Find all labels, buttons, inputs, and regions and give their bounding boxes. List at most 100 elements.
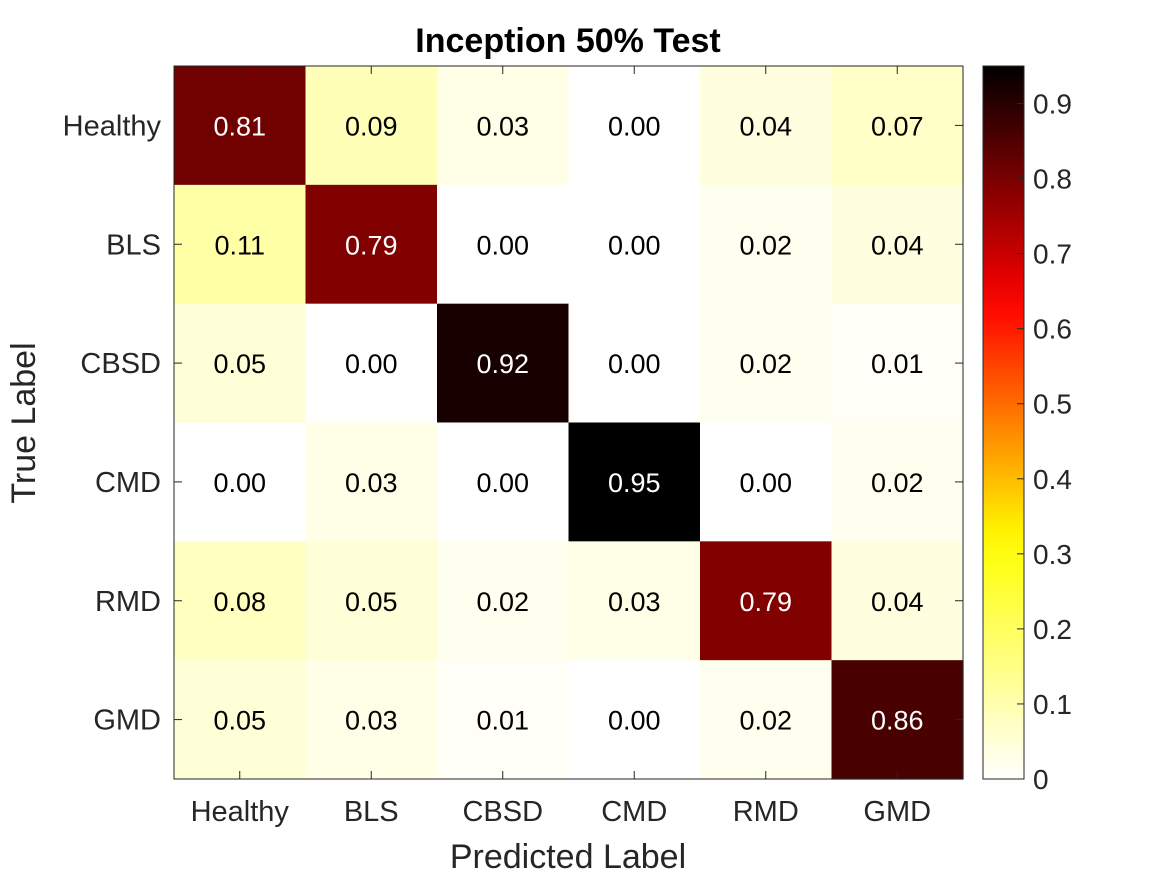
- cell-value-label: 0.00: [608, 230, 661, 260]
- colorbar-tick-label: 0.3: [1033, 539, 1072, 570]
- cell-value-label: 0.00: [213, 468, 266, 498]
- heatmap-cell: [437, 660, 570, 780]
- colorbar-tick-label: 0.5: [1033, 389, 1072, 420]
- x-axis-ticks: Healthy BLS CBSD CMD RMD GMD: [191, 66, 931, 828]
- heatmap-cell: [568, 184, 701, 305]
- cell-value-label: 0.02: [739, 706, 792, 736]
- chart-title: Inception 50% Test: [415, 22, 720, 60]
- cell-value-label: 0.01: [476, 706, 529, 736]
- colorbar-tick-label: 0.7: [1033, 239, 1072, 270]
- cell-value-label: 0.00: [476, 468, 529, 498]
- cell-value-label: 0.05: [213, 706, 266, 736]
- colorbar-tick-label: 0.8: [1033, 164, 1072, 195]
- cell-value-label: 0.04: [871, 230, 924, 260]
- heatmap-cell: [568, 303, 701, 424]
- cell-value-label: 0.02: [739, 230, 792, 260]
- colorbar-tick-label: 0.9: [1033, 89, 1072, 120]
- heatmap-cell: [305, 660, 438, 780]
- colorbar-tick-label: 0.4: [1033, 464, 1072, 495]
- heatmap-cell: [568, 422, 701, 542]
- y-tick-label: CMD: [95, 467, 161, 499]
- y-tick-label: GMD: [93, 705, 161, 737]
- cell-value-label: 0.05: [345, 587, 398, 617]
- heatmap-cell: [700, 660, 833, 780]
- heatmap-cell: [174, 184, 307, 305]
- x-tick-label: Healthy: [191, 796, 290, 828]
- cell-value-label: 0.79: [739, 587, 792, 617]
- heatmap-cell: [174, 422, 307, 542]
- cell-value-label: 0.00: [608, 349, 661, 379]
- cell-value-label: 0.92: [476, 349, 529, 379]
- colorbar: 0 0.1 0.2 0.3 0.4 0.5 0.6 0.7 0.8 0.9: [982, 65, 1072, 795]
- cell-value-label: 0.08: [213, 587, 266, 617]
- x-tick-label: BLS: [344, 796, 399, 828]
- heatmap-cell: [700, 66, 833, 186]
- cell-value-label: 0.79: [345, 230, 398, 260]
- colorbar-gradient: [982, 65, 1025, 780]
- y-tick-label: BLS: [106, 229, 161, 261]
- cell-value-label: 0.01: [871, 349, 924, 379]
- heatmap-cell: [568, 66, 701, 186]
- heatmap-cell: [700, 422, 833, 542]
- cell-value-label: 0.81: [213, 111, 266, 141]
- heatmap-cell: [305, 422, 438, 542]
- heatmap-cell: [437, 66, 570, 186]
- cell-value-label: 0.05: [213, 349, 266, 379]
- cell-value-label: 0.07: [871, 111, 924, 141]
- colorbar-tick-label: 0: [1033, 764, 1049, 795]
- heatmap-cell: [568, 660, 701, 780]
- cell-value-label: 0.00: [345, 349, 398, 379]
- heatmap-cell: [831, 303, 964, 424]
- heatmap-cell: [174, 303, 307, 424]
- heatmap-cell-labels: 0.81 0.09 0.03 0.00 0.04 0.07 0.11 0.79 0.00 0.00…: [213, 111, 923, 735]
- y-tick-label: RMD: [95, 586, 161, 618]
- heatmap-cell: [831, 422, 964, 542]
- y-axis-ticks: Healthy BLS CBSD CMD RMD GMD: [63, 110, 963, 737]
- y-tick-label: Healthy: [63, 110, 162, 142]
- heatmap-cell: [437, 541, 570, 661]
- cell-value-label: 0.86: [871, 706, 924, 736]
- heatmap-cell: [305, 303, 438, 424]
- plot-frame: [173, 65, 964, 780]
- cell-value-label: 0.02: [476, 587, 529, 617]
- x-tick-label: GMD: [863, 796, 931, 828]
- heatmap-cell: [305, 541, 438, 661]
- x-tick-label: RMD: [733, 796, 799, 828]
- heatmap-cell: [174, 541, 307, 661]
- x-axis-label: Predicted Label: [450, 838, 686, 875]
- heatmap-cell: [174, 660, 307, 780]
- cell-value-label: 0.04: [871, 587, 924, 617]
- cell-value-label: 0.00: [739, 468, 792, 498]
- heatmap-cells: [174, 66, 964, 780]
- colorbar-tick-label: 0.6: [1033, 314, 1072, 345]
- colorbar-tick-label: 0.1: [1033, 689, 1072, 720]
- cell-value-label: 0.09: [345, 111, 398, 141]
- colorbar-tick-label: 0.2: [1033, 614, 1072, 645]
- x-tick-label: CBSD: [462, 796, 543, 828]
- heatmap-cell: [437, 422, 570, 542]
- heatmap-cell: [831, 66, 964, 186]
- heatmap-cell: [437, 184, 570, 305]
- cell-value-label: 0.11: [214, 230, 265, 260]
- cell-value-label: 0.03: [345, 706, 398, 736]
- heatmap-cell: [568, 541, 701, 661]
- cell-value-label: 0.00: [476, 230, 529, 260]
- cell-value-label: 0.03: [476, 111, 529, 141]
- heatmap-cell: [831, 184, 964, 305]
- heatmap-cell: [700, 184, 833, 305]
- cell-value-label: 0.95: [608, 468, 661, 498]
- heatmap-cell: [305, 66, 438, 186]
- heatmap-cell: [831, 541, 964, 661]
- cell-value-label: 0.02: [739, 349, 792, 379]
- x-tick-label: CMD: [601, 796, 667, 828]
- cell-value-label: 0.03: [345, 468, 398, 498]
- cell-value-label: 0.03: [608, 587, 661, 617]
- cell-value-label: 0.02: [871, 468, 924, 498]
- heatmap-cell: [700, 303, 833, 424]
- heatmap-cell: [700, 541, 833, 661]
- heatmap-cell: [831, 660, 964, 780]
- heatmap-cell: [437, 303, 570, 424]
- cell-value-label: 0.00: [608, 706, 661, 736]
- heatmap-cell: [305, 184, 438, 305]
